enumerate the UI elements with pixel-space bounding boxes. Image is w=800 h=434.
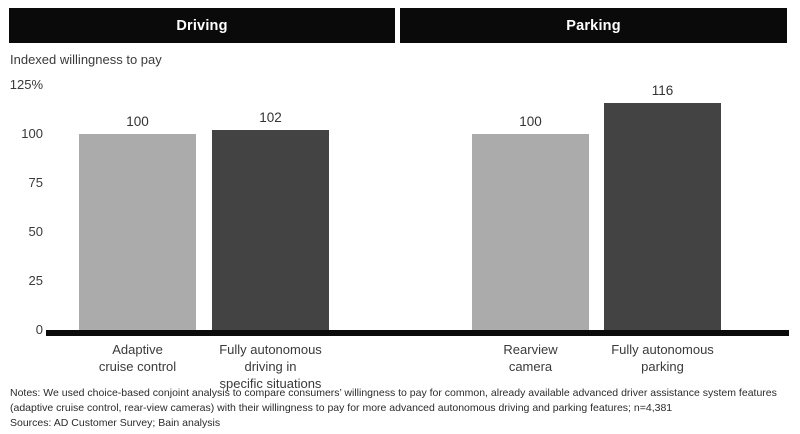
y-tick-label: 75	[28, 175, 43, 190]
bar-value-label: 100	[519, 114, 542, 129]
bar-category-label: Rearview camera	[503, 342, 558, 374]
bar-value-label: 102	[259, 110, 282, 125]
panel-header-driving: Driving	[9, 8, 395, 43]
y-tick-label: 125%	[9, 77, 43, 92]
sources-text: Sources: AD Customer Survey; Bain analys…	[10, 417, 221, 429]
bar-dark	[212, 130, 329, 330]
bar-category-label: Fully autonomous driving in specific sit…	[219, 342, 322, 391]
bar-light	[472, 134, 589, 330]
bar-light	[79, 134, 196, 330]
y-tick-label: 50	[28, 224, 43, 239]
bar-category-label: Fully autonomous parking	[611, 342, 714, 374]
bar-category-label: Adaptive cruise control	[98, 342, 177, 374]
y-tick-label: 25	[28, 273, 43, 288]
y-tick-label: 100	[21, 126, 43, 141]
bar-value-label: 116	[651, 83, 674, 98]
bar-dark	[604, 103, 721, 330]
y-tick-label: 0	[35, 322, 43, 337]
bar-value-label: 100	[126, 114, 149, 129]
x-axis-line	[46, 330, 789, 336]
y-axis-title: Indexed willingness to pay	[10, 52, 162, 67]
notes-text: Notes: We used choice-based conjoint ana…	[10, 387, 777, 414]
footer-block: Notes: We used choice-based conjoint ana…	[10, 386, 796, 431]
panel-header-parking: Parking	[400, 8, 787, 43]
